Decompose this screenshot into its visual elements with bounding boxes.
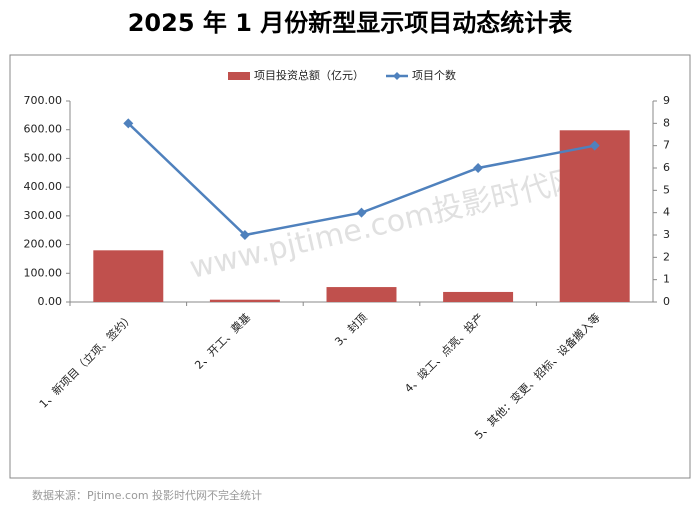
y-tick-label: 300.00 xyxy=(24,209,63,222)
y-tick-label: 400.00 xyxy=(24,180,63,193)
y2-tick-label: 5 xyxy=(663,183,670,196)
y-tick-label: 200.00 xyxy=(24,238,63,251)
y2-tick-label: 1 xyxy=(663,273,670,286)
bar xyxy=(443,291,514,302)
bar xyxy=(93,250,164,302)
legend-swatch xyxy=(228,72,250,80)
source-note: 数据来源：Pjtime.com 投影时代网不完全统计 xyxy=(32,488,262,502)
line-marker xyxy=(239,230,250,240)
y2-tick-label: 2 xyxy=(663,250,670,263)
legend-label: 项目个数 xyxy=(412,69,456,82)
y-tick-label: 0.00 xyxy=(38,295,63,308)
y2-tick-label: 7 xyxy=(663,139,670,152)
line-marker xyxy=(123,118,134,129)
y2-tick-label: 9 xyxy=(663,94,670,107)
y-tick-label: 500.00 xyxy=(24,151,63,164)
bar xyxy=(326,287,397,302)
legend-label: 项目投资总额（亿元） xyxy=(254,68,364,82)
line-marker xyxy=(473,163,484,173)
y2-tick-label: 8 xyxy=(663,116,670,129)
chart-title: 2025 年 1 月份新型显示项目动态统计表 xyxy=(128,9,574,37)
line-marker xyxy=(356,207,367,218)
y2-tick-label: 0 xyxy=(663,295,670,308)
legend-swatch xyxy=(393,72,401,80)
y2-tick-label: 3 xyxy=(663,228,670,241)
bar xyxy=(209,299,280,302)
y2-tick-label: 4 xyxy=(663,206,670,219)
line-marker xyxy=(589,140,600,151)
bar xyxy=(559,130,630,302)
y2-tick-label: 6 xyxy=(663,161,670,174)
y-tick-label: 600.00 xyxy=(24,123,63,136)
y-tick-label: 100.00 xyxy=(24,266,63,279)
y-tick-label: 700.00 xyxy=(24,94,63,107)
